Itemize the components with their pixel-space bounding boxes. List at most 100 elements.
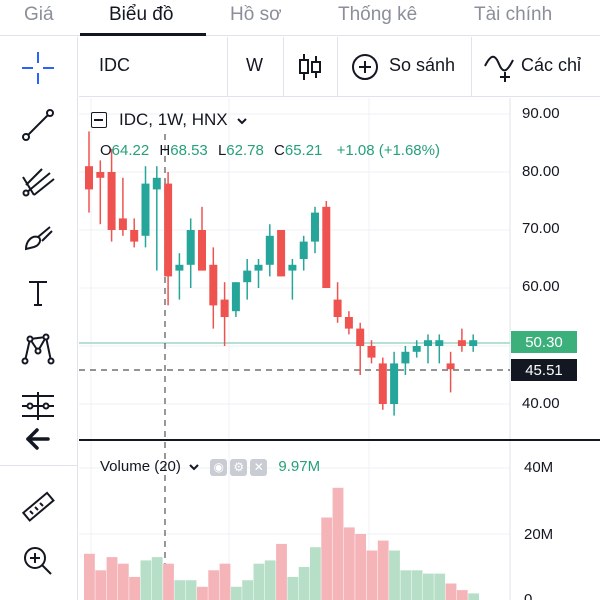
interval-selector[interactable]: W [246,55,263,75]
candle-body [85,166,93,190]
candle [390,351,399,416]
candle-body [118,218,127,230]
compare-button[interactable] [351,53,379,86]
volume-bar [298,567,310,600]
volume-bar [456,590,468,600]
drawing-toolbar [0,37,78,600]
price-axis-label: 70.00 [522,220,560,237]
candle [424,334,432,364]
gear-icon[interactable]: ⚙ [230,458,248,476]
legend-symbol-title[interactable]: IDC, 1W, HNX [119,110,248,130]
text-tool[interactable] [14,269,62,317]
tab-ho-so[interactable]: Hồ sơ [230,4,282,25]
candle-body [254,264,263,271]
candle-body [152,177,161,190]
candle-body [424,340,432,346]
ruler-tool[interactable] [14,483,62,531]
volume-bar [343,527,355,600]
chevron-down-icon [189,464,199,471]
tab-tai-chinh[interactable]: Tài chính [474,4,553,25]
candle [141,166,150,248]
candle-body [367,346,376,358]
high-label: H [159,142,171,159]
candle [356,322,365,375]
volume-bar [140,560,152,600]
volume-bar [197,586,208,600]
price-axis-label: 60.00 [522,278,560,295]
volume-value: 9.97M [278,458,321,475]
volume-bar [84,553,95,600]
candle-body [130,230,139,242]
candle [277,230,286,277]
candle-body [96,172,105,178]
candle-body [356,328,365,346]
candle-body [288,264,297,271]
candle [152,166,161,271]
toolbar-divider [0,465,78,466]
volume-legend[interactable]: Volume (20) ◉ ⚙ ✕ 9.97M [100,458,320,476]
candle-body [322,206,331,288]
candle [186,218,195,288]
pattern-tool[interactable] [14,325,62,373]
volume-bar [321,517,333,600]
compare-label[interactable]: So sánh [389,55,456,75]
volume-bar [129,576,140,600]
chart-area[interactable]: IDC, 1W, HNX O64.22 H68.53 L62.78 C65.21… [79,98,600,600]
toolbar-divider [227,37,228,97]
volume-bar [95,570,107,600]
eye-icon[interactable]: ◉ [210,458,228,476]
volume-bar [276,543,287,600]
candle-body [277,230,286,277]
indicators-label[interactable]: Các chỉ [521,55,582,75]
crosshair-icon [22,52,54,84]
candle-body [344,317,353,329]
volume-bar [355,534,366,600]
toolbar-divider [283,37,284,97]
price-chart-svg[interactable] [79,98,600,600]
close-value: 65.21 [284,142,323,159]
tab-thong-ke[interactable]: Thống kê [338,4,418,25]
zoom-in-tool[interactable] [14,537,62,585]
collapse-legend-button[interactable] [91,112,107,128]
volume-bar [287,576,299,600]
prediction-tool[interactable] [14,382,62,430]
candle-body [401,351,410,364]
candle [333,282,342,323]
trend-line-tool[interactable] [14,101,62,149]
long-position-icon [22,392,54,420]
volume-bar [219,563,231,600]
crosshair-tool[interactable] [14,44,62,92]
close-icon[interactable]: ✕ [250,458,268,476]
candle-body [186,230,195,265]
tab-bieu-do[interactable]: Biểu đồ [109,4,174,25]
open-value: 64.22 [111,142,150,159]
candle [344,311,353,335]
symbol-selector[interactable]: IDC [99,55,130,75]
volume-bar [264,560,276,600]
candle-body [209,264,218,306]
candle [378,357,387,410]
arrow-left-icon [26,428,50,450]
candle-body [390,363,399,404]
candle [220,282,229,346]
volume-bar [174,580,186,600]
tab-gia[interactable]: Giá [24,4,54,25]
close-label: C [274,142,285,159]
volume-label: Volume (20) [100,458,181,475]
brush-tool[interactable] [14,213,62,261]
candle-body [311,212,319,242]
pitchfork-tool[interactable] [14,157,62,205]
high-value: 68.53 [170,142,208,159]
volume-bar [310,547,321,600]
volume-bar [445,583,457,600]
volume-bar [106,557,118,600]
candle [435,334,444,364]
indicators-button[interactable] [483,52,515,87]
candle-body [265,235,274,265]
candle-body [457,340,466,346]
top-tab-bar: Giá Biểu đồ Hồ sơ Thống kê Tài chính [0,0,600,36]
chart-type-button[interactable] [297,52,323,87]
chevron-down-icon [237,117,248,124]
candle [130,218,139,248]
back-button[interactable] [14,415,62,463]
